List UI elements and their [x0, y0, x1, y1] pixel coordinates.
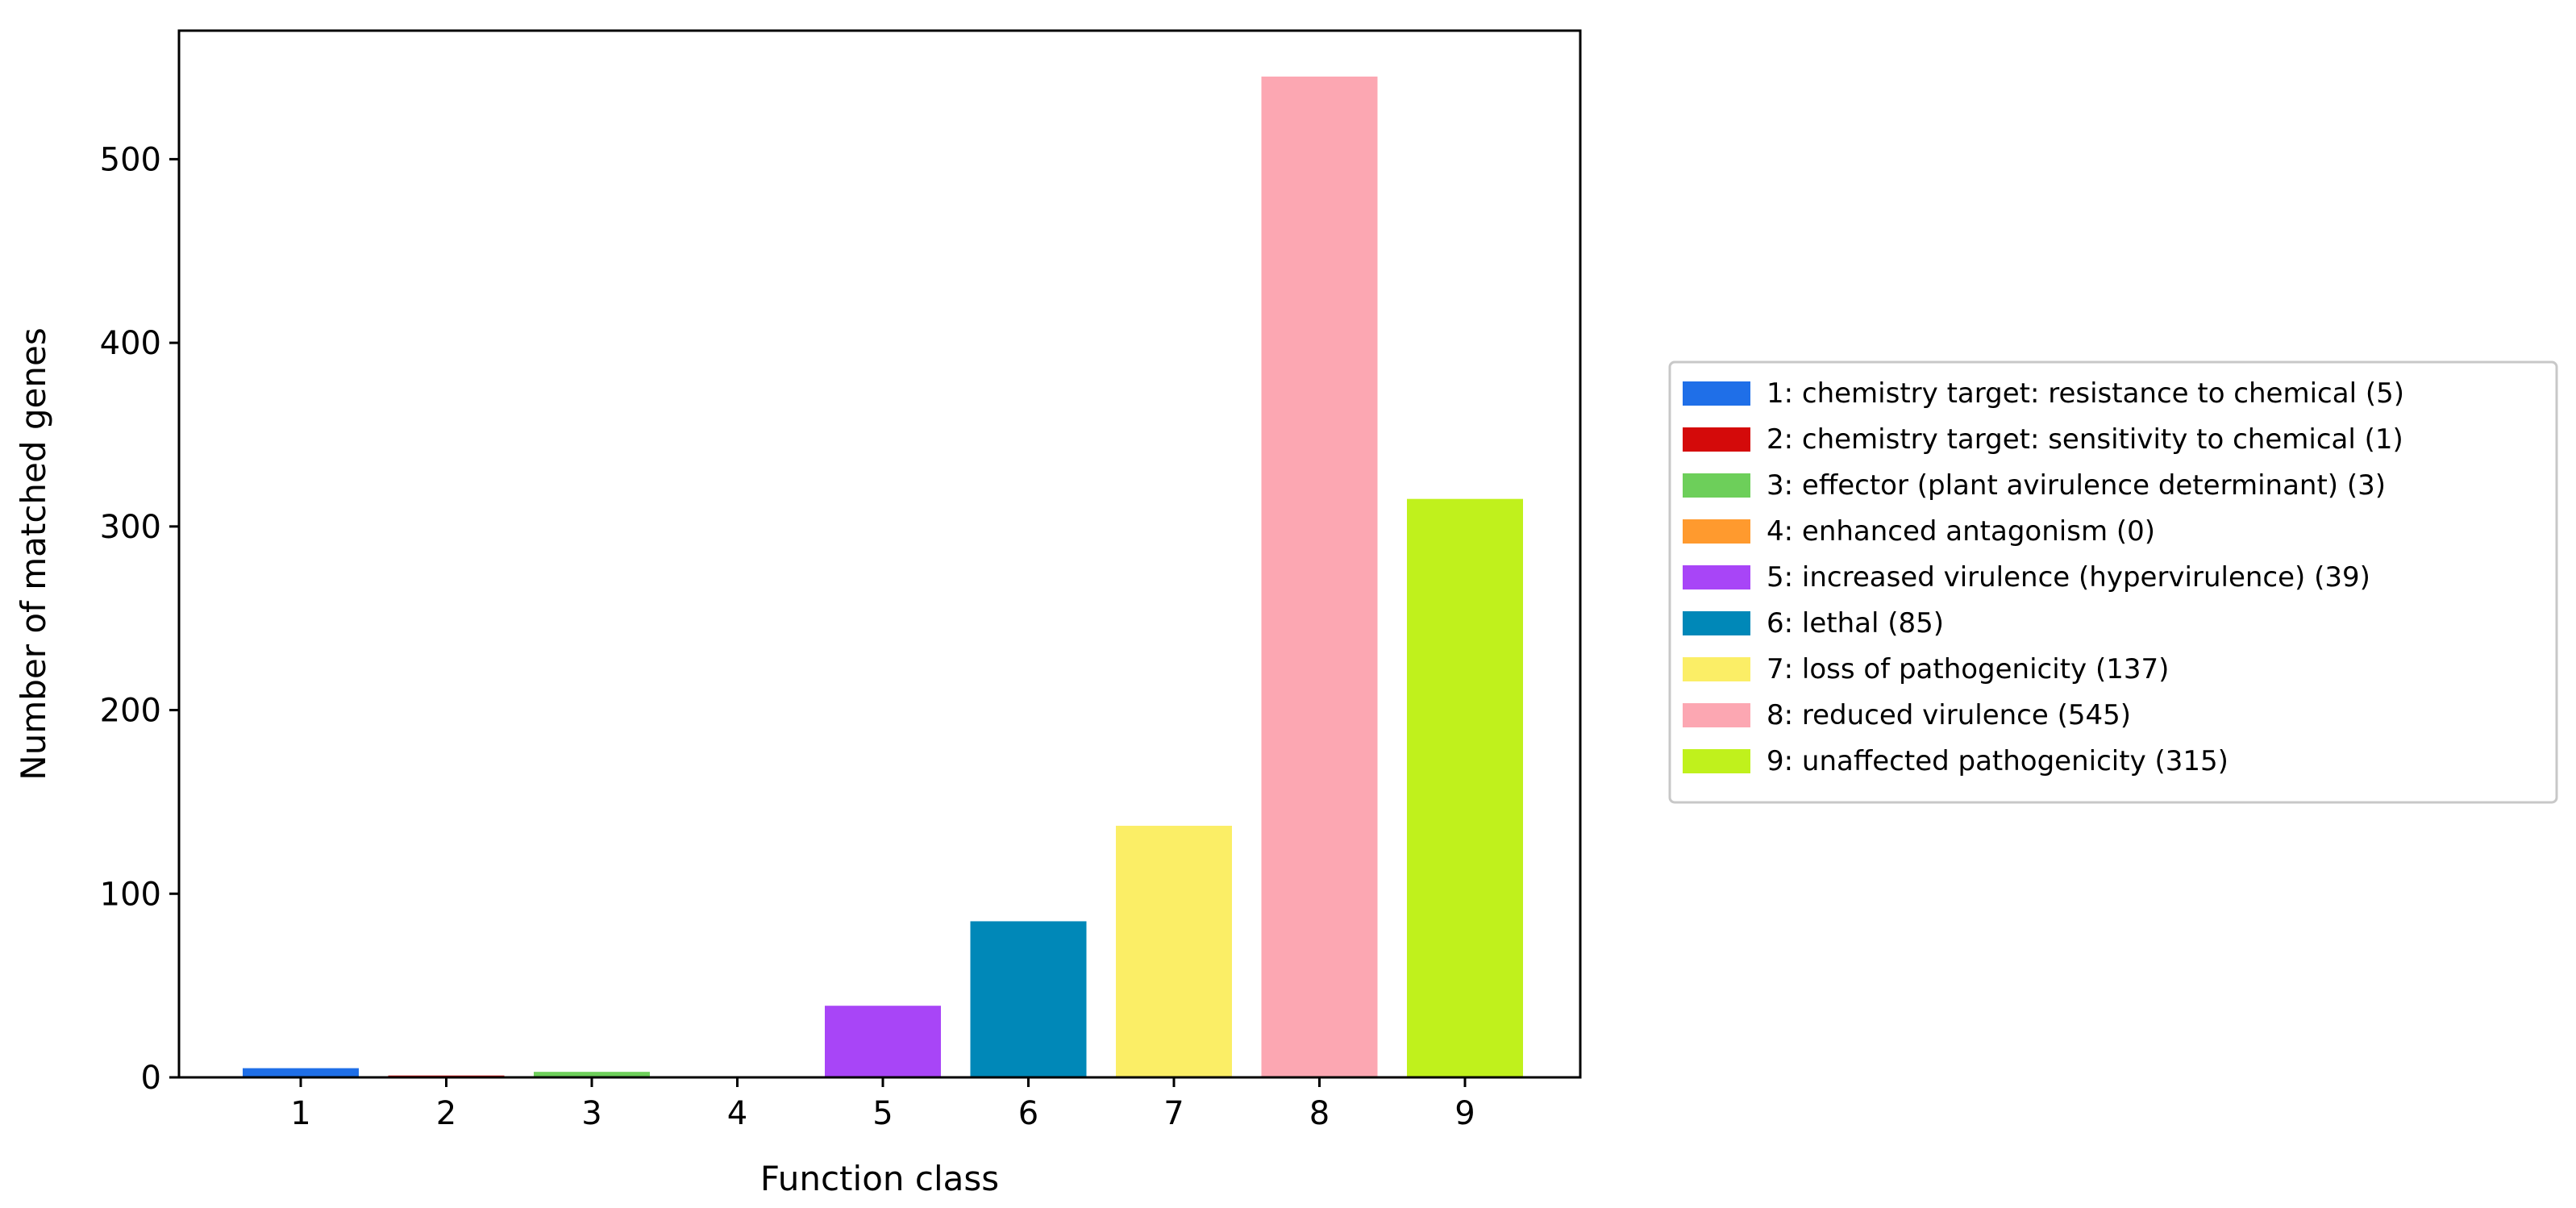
legend-swatch-2	[1683, 427, 1750, 452]
legend-label-1: 1: chemistry target: resistance to chemi…	[1767, 377, 2404, 410]
legend-label-8: 8: reduced virulence (545)	[1767, 699, 2131, 731]
y-tick-label-500: 500	[100, 141, 161, 178]
legend-swatch-3	[1683, 473, 1750, 498]
legend-swatch-6	[1683, 611, 1750, 635]
bar-7	[1116, 826, 1232, 1077]
legend-label-9: 9: unaffected pathogenicity (315)	[1767, 745, 2229, 777]
y-tick-label-100: 100	[100, 876, 161, 913]
y-tick-label-0: 0	[141, 1060, 161, 1097]
legend-box	[1668, 360, 2558, 804]
x-tick-label-5: 5	[872, 1095, 893, 1132]
y-tick-label-400: 400	[100, 325, 161, 362]
legend-label-4: 4: enhanced antagonism (0)	[1767, 515, 2155, 548]
x-tick-label-9: 9	[1454, 1095, 1475, 1132]
legend-label-6: 6: lethal (85)	[1767, 607, 1944, 639]
x-tick-label-4: 4	[727, 1095, 747, 1132]
plot-frame	[177, 29, 1582, 1079]
x-axis-label: Function class	[760, 1159, 999, 1198]
legend-swatch-5	[1683, 565, 1750, 589]
legend-label-3: 3: effector (plant avirulence determinan…	[1767, 469, 2386, 502]
legend-swatch-9	[1683, 749, 1750, 773]
bar-3	[534, 1072, 650, 1077]
legend-swatch-4	[1683, 519, 1750, 544]
legend-swatch-7	[1683, 657, 1750, 681]
x-tick-label-3: 3	[581, 1095, 601, 1132]
x-tick-label-1: 1	[290, 1095, 310, 1132]
x-tick-label-6: 6	[1018, 1095, 1038, 1132]
x-tick-label-2: 2	[436, 1095, 456, 1132]
bar-1	[243, 1068, 359, 1077]
bar-6	[970, 921, 1087, 1077]
y-tick-label-200: 200	[100, 693, 161, 730]
bar-5	[825, 1006, 941, 1077]
legend-label-5: 5: increased virulence (hypervirulence) …	[1767, 561, 2370, 594]
legend-label-2: 2: chemistry target: sensitivity to chem…	[1767, 423, 2403, 456]
bar-9	[1407, 498, 1523, 1077]
y-tick-label-300: 300	[100, 509, 161, 546]
plot-area: 1 2 3 4 5 6 7 8 9 0 100 200 300 400 500	[100, 29, 1582, 1132]
legend-swatch-1	[1683, 381, 1750, 406]
x-tick-label-7: 7	[1163, 1095, 1184, 1132]
legend-label-7: 7: loss of pathogenicity (137)	[1767, 653, 2169, 685]
legend: 1: chemistry target: resistance to chemi…	[1668, 360, 2558, 804]
bar-8	[1261, 76, 1378, 1078]
legend-swatch-8	[1683, 703, 1750, 727]
y-axis-label: Number of matched genes	[14, 327, 53, 780]
x-tick-label-8: 8	[1309, 1095, 1330, 1132]
